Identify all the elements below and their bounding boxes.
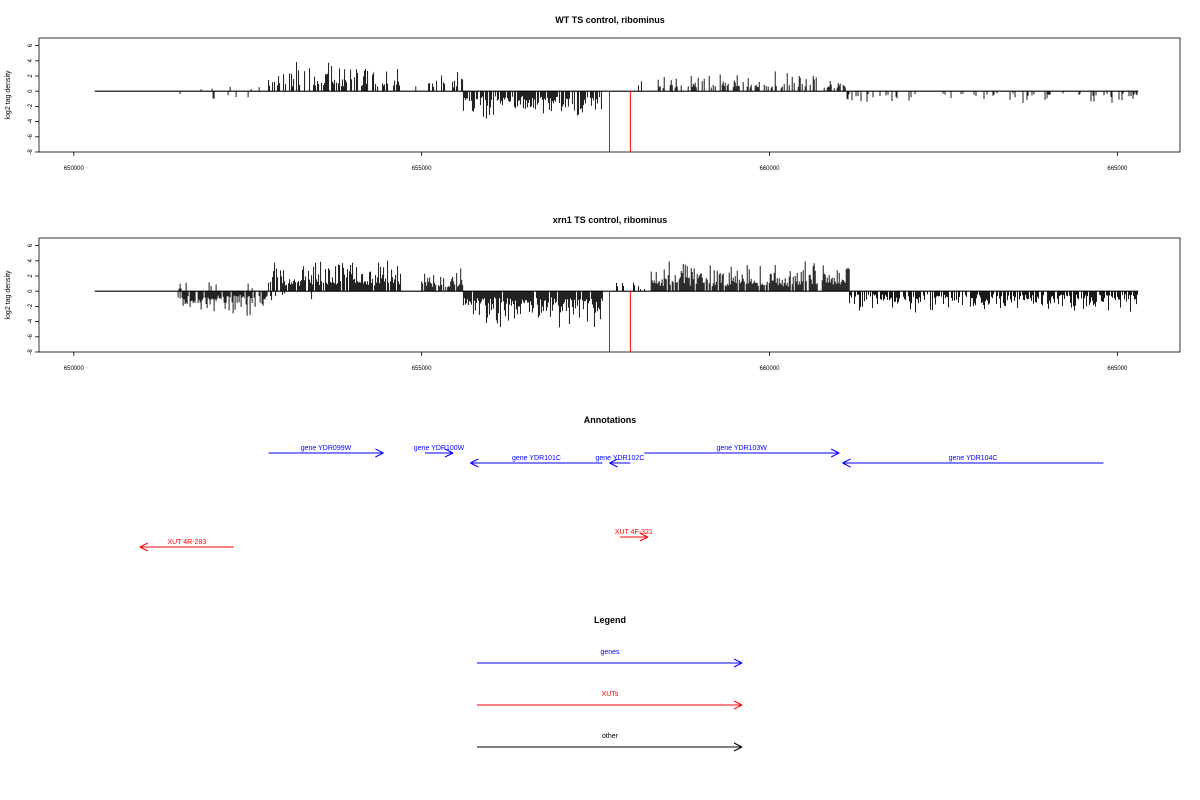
xrn1-axes: -8 -6 -4 -2 0 2 4 6 650000 655000 660000 665000 — [28, 243, 1139, 372]
wt-y-tick-label: 2 — [28, 74, 34, 78]
wt-x-tick-label: 650000 — [64, 166, 85, 172]
xrn1-y-tick-label: 4 — [28, 258, 34, 262]
xrn1-x-tick-label: 650000 — [64, 366, 85, 372]
gene-arrow — [470, 458, 603, 468]
legend-items: genes XUTs other — [477, 649, 743, 752]
gene-label: gene YDR103W — [716, 445, 767, 452]
gene-label: gene YDR104C — [949, 455, 998, 462]
legend-arrow-other — [477, 742, 743, 752]
xrn1-track-panel: xrn1 TS control, ribominus log2 tag dens… — [5, 215, 1181, 372]
legend-title: Legend — [594, 615, 626, 625]
wt-track-title: WT TS control, ribominus — [555, 15, 665, 25]
legend-label-other: other — [602, 733, 619, 740]
wt-y-tick-label: -2 — [28, 103, 34, 109]
wt-y-tick-label: 6 — [28, 43, 34, 47]
xrn1-signal-bars — [177, 260, 1138, 328]
xrn1-y-axis-label: log2 tag density — [5, 270, 12, 320]
wt-y-tick-label: 4 — [28, 58, 34, 62]
wt-y-tick-label: -8 — [28, 149, 34, 155]
gene-arrow — [842, 458, 1104, 468]
annotations-title: Annotations — [584, 415, 637, 425]
xut-arrow — [619, 532, 648, 542]
gene-label: gene YDR102C — [595, 455, 644, 462]
annotations-panel: Annotations gene YDR099W gene YDR100Wgene… — [139, 415, 1104, 552]
xrn1-y-tick-label: 0 — [28, 289, 34, 293]
wt-track-panel: WT TS control, ribominus log2 tag densit… — [5, 15, 1181, 172]
legend-label-genes: genes — [600, 649, 620, 656]
gene-arrow — [609, 458, 631, 468]
xut-arrow — [139, 542, 234, 552]
xut-annotations: XUT 4R-283 XUT 4F-321 — [139, 529, 653, 552]
gene-arrow — [425, 448, 454, 458]
wt-y-tick-label: -6 — [28, 133, 34, 139]
xut-label: XUT 4F-321 — [615, 529, 653, 536]
xrn1-y-tick-label: -6 — [28, 333, 34, 339]
xrn1-x-tick-label: 665000 — [1107, 366, 1128, 372]
wt-x-tick-label: 665000 — [1107, 166, 1128, 172]
gene-label: gene YDR100W — [414, 445, 465, 452]
xrn1-track-title: xrn1 TS control, ribominus — [553, 215, 668, 225]
wt-x-tick-label: 660000 — [760, 166, 781, 172]
wt-axes: -8 -6 -4 -2 0 2 4 6 650000 655000 660000 665000 — [28, 43, 1139, 172]
wt-x-tick-label: 655000 — [412, 166, 433, 172]
xrn1-y-tick-label: 2 — [28, 274, 34, 278]
xrn1-x-tick-label: 655000 — [412, 366, 433, 372]
xrn1-y-tick-label: -8 — [28, 349, 34, 355]
wt-y-axis-label: log2 tag density — [5, 70, 12, 120]
wt-y-tick-label: -4 — [28, 118, 34, 124]
gene-arrow — [268, 448, 384, 458]
wt-y-tick-label: 0 — [28, 89, 34, 93]
xrn1-y-tick-label: -2 — [28, 303, 34, 309]
xut-label: XUT 4R-283 — [167, 539, 206, 546]
xrn1-y-tick-label: -4 — [28, 318, 34, 324]
gene-label: gene YDR099W — [301, 445, 352, 452]
xrn1-y-tick-label: 6 — [28, 243, 34, 247]
legend-arrow-xuts — [477, 700, 743, 710]
gene-annotations: gene YDR099W gene YDR100W gene YDR101C gene… — [268, 445, 1104, 468]
xrn1-x-tick-label: 660000 — [760, 366, 781, 372]
legend-panel: Legend genes XUTs other — [477, 615, 743, 752]
wt-signal-bars — [179, 61, 1138, 119]
legend-arrow-genes — [477, 658, 743, 668]
gene-arrow — [644, 448, 840, 458]
gene-label: gene YDR101C — [512, 455, 561, 462]
legend-label-xuts: XUTs — [602, 691, 619, 698]
